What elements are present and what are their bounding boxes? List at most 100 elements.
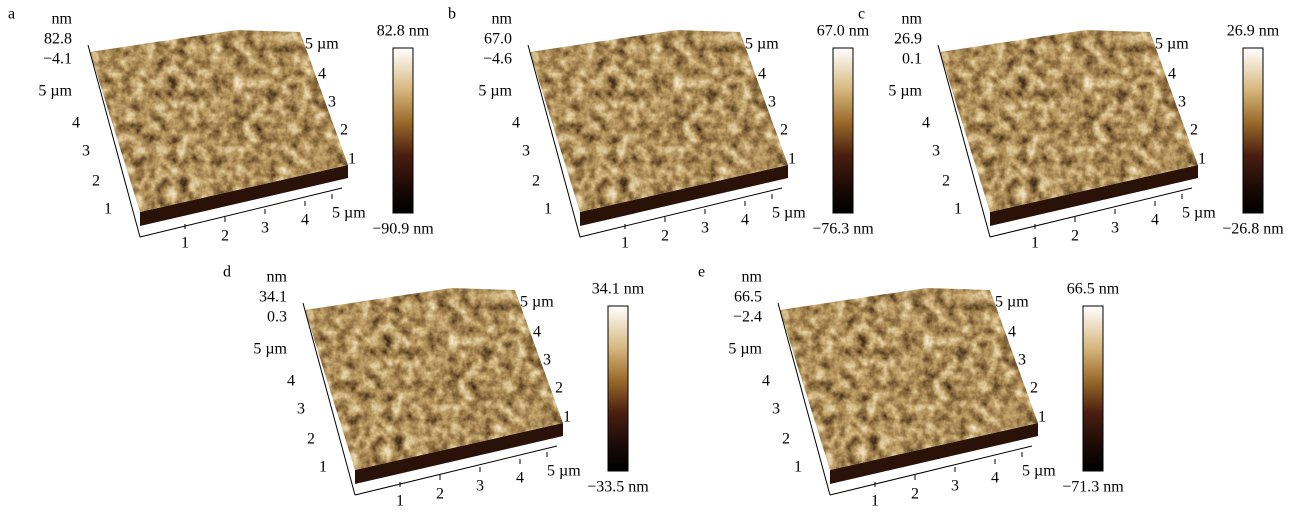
- depth-axis-label: 1: [1198, 151, 1206, 168]
- y-axis-label: 1: [319, 459, 327, 476]
- z-tick-label: −4.1: [43, 51, 72, 68]
- depth-axis-label: 5 µm: [1155, 36, 1189, 53]
- y-axis-label: 3: [932, 143, 940, 160]
- y-axis-label: 5 µm: [38, 83, 72, 100]
- figure: anm82.8−4.15 µm432112345 µm5 µm432182.8 …: [0, 0, 1293, 515]
- x-axis-label: 5 µm: [332, 205, 366, 222]
- x-axis-label: 4: [741, 212, 749, 229]
- colorbar-max: 34.1 nm: [592, 281, 645, 298]
- z-unit: nm: [902, 11, 923, 28]
- x-axis-label: 4: [516, 470, 524, 487]
- y-axis-label: 4: [762, 373, 770, 390]
- x-axis-label: 3: [261, 220, 269, 237]
- afm-panel: cnm26.90.15 µm432112345 µm5 µm432126.9 n…: [858, 6, 1284, 252]
- panel-label: a: [8, 6, 15, 23]
- y-axis-label: 3: [297, 401, 305, 418]
- depth-axis-label: 5 µm: [995, 294, 1029, 311]
- z-tick-label: 26.9: [894, 31, 922, 48]
- depth-axis-label: 1: [788, 151, 796, 168]
- x-axis-label: 5 µm: [1022, 463, 1056, 480]
- x-axis-label: 2: [1071, 228, 1079, 245]
- y-axis-label: 4: [512, 115, 520, 132]
- x-axis-label: 1: [1031, 235, 1039, 252]
- depth-axis-label: 4: [318, 66, 326, 83]
- y-axis-label: 5 µm: [478, 83, 512, 100]
- z-tick-label: 0.1: [902, 51, 922, 68]
- depth-axis-label: 1: [563, 409, 571, 426]
- colorbar-max: 26.9 nm: [1227, 23, 1280, 40]
- depth-axis-label: 4: [1008, 324, 1016, 341]
- depth-axis-label: 3: [768, 94, 776, 111]
- depth-axis-label: 5 µm: [305, 36, 339, 53]
- colorbar-min: −90.9 nm: [372, 221, 434, 238]
- panel-label: d: [223, 264, 231, 281]
- colorbar-min: −76.3 nm: [812, 221, 874, 238]
- y-axis-label: 1: [104, 201, 112, 218]
- panel-label: b: [448, 6, 456, 23]
- y-axis-label: 1: [954, 201, 962, 218]
- y-axis-label: 2: [782, 431, 790, 448]
- x-axis-label: 4: [1151, 212, 1159, 229]
- depth-axis-label: 5 µm: [745, 36, 779, 53]
- depth-axis-label: 1: [348, 151, 356, 168]
- y-axis-label: 5 µm: [253, 341, 287, 358]
- depth-axis-label: 1: [1038, 409, 1046, 426]
- colorbar: [1083, 306, 1103, 471]
- colorbar: [393, 48, 413, 213]
- x-axis-label: 3: [951, 478, 959, 495]
- y-axis-label: 4: [72, 115, 80, 132]
- x-axis-label: 2: [436, 486, 444, 503]
- z-unit: nm: [267, 269, 288, 286]
- depth-axis-label: 2: [1030, 380, 1038, 397]
- y-axis-label: 2: [532, 173, 540, 190]
- y-axis-label: 3: [82, 143, 90, 160]
- x-axis-label: 4: [991, 470, 999, 487]
- depth-axis-label: 2: [555, 380, 563, 397]
- z-unit: nm: [52, 11, 73, 28]
- colorbar-min: −33.5 nm: [587, 479, 649, 496]
- x-axis-label: 3: [476, 478, 484, 495]
- depth-axis-label: 4: [758, 66, 766, 83]
- y-axis-label: 4: [922, 115, 930, 132]
- y-axis-label: 5 µm: [728, 341, 762, 358]
- colorbar-min: −71.3 nm: [1062, 479, 1124, 496]
- depth-axis-label: 2: [780, 122, 788, 139]
- colorbar-max: 67.0 nm: [817, 23, 870, 40]
- depth-axis-label: 2: [1190, 122, 1198, 139]
- y-axis-label: 2: [92, 173, 100, 190]
- colorbar-min: −26.8 nm: [1222, 221, 1284, 238]
- y-axis-label: 3: [772, 401, 780, 418]
- z-tick-label: 34.1: [259, 289, 287, 306]
- colorbar: [833, 48, 853, 213]
- depth-axis-label: 2: [340, 122, 348, 139]
- depth-axis-label: 4: [1168, 66, 1176, 83]
- x-axis-label: 2: [911, 486, 919, 503]
- z-unit: nm: [492, 11, 513, 28]
- colorbar: [1243, 48, 1263, 213]
- y-axis-label: 2: [942, 173, 950, 190]
- colorbar-max: 66.5 nm: [1067, 281, 1120, 298]
- x-axis-label: 3: [1111, 220, 1119, 237]
- afm-panel: enm66.5−2.45 µm432112345 µm5 µm432166.5 …: [698, 264, 1124, 510]
- z-tick-label: 67.0: [484, 31, 512, 48]
- x-axis-label: 1: [621, 235, 629, 252]
- y-axis-label: 3: [522, 143, 530, 160]
- z-tick-label: 82.8: [44, 31, 72, 48]
- y-axis-label: 5 µm: [888, 83, 922, 100]
- z-unit: nm: [742, 269, 763, 286]
- z-tick-label: 0.3: [267, 309, 287, 326]
- z-tick-label: 66.5: [734, 289, 762, 306]
- x-axis-label: 3: [701, 220, 709, 237]
- x-axis-label: 2: [661, 228, 669, 245]
- x-axis-label: 5 µm: [547, 463, 581, 480]
- z-tick-label: −2.4: [733, 309, 762, 326]
- x-axis-label: 5 µm: [1182, 205, 1216, 222]
- depth-axis-label: 4: [533, 324, 541, 341]
- y-axis-label: 1: [544, 201, 552, 218]
- y-axis-label: 1: [794, 459, 802, 476]
- x-axis-label: 4: [301, 212, 309, 229]
- x-axis-label: 5 µm: [772, 205, 806, 222]
- x-axis-label: 1: [396, 493, 404, 510]
